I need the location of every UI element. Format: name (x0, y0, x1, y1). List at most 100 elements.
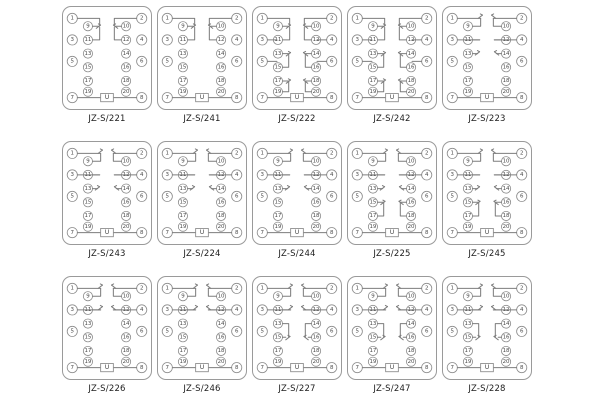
svg-text:1: 1 (451, 151, 454, 157)
svg-text:15: 15 (84, 64, 91, 70)
svg-text:14: 14 (218, 51, 225, 57)
svg-text:2: 2 (235, 286, 238, 292)
svg-text:U: U (390, 230, 394, 236)
terminal-17: 17 (177, 75, 188, 86)
relay-socket-panel: 1 2 3 4 5 6 7 8 9 10 11 12 13 14 15 16 17 18 19 20 U (347, 6, 437, 110)
terminal-14: 14 (121, 48, 132, 59)
terminal-1: 1 (256, 147, 268, 159)
svg-text:18: 18 (123, 78, 130, 84)
terminal-16: 16 (406, 332, 417, 343)
terminal-13: 13 (272, 48, 283, 59)
terminal-10: 10 (311, 21, 322, 32)
relay-socket-panel: 1 2 3 4 5 6 7 8 9 10 11 12 13 14 15 16 17 18 19 20 U (252, 6, 342, 110)
terminal-14: 14 (216, 183, 227, 194)
terminal-5: 5 (66, 325, 78, 337)
terminal-19: 19 (462, 356, 473, 367)
svg-text:20: 20 (408, 224, 415, 230)
terminal-3: 3 (66, 34, 78, 46)
svg-text:15: 15 (369, 334, 376, 340)
terminal-20: 20 (406, 86, 417, 97)
svg-text:2: 2 (140, 151, 143, 157)
svg-text:7: 7 (356, 365, 360, 371)
terminal-15: 15 (272, 62, 283, 73)
svg-text:7: 7 (451, 95, 455, 101)
svg-text:8: 8 (140, 365, 144, 371)
terminal-10: 10 (121, 291, 132, 302)
terminal-4: 4 (136, 169, 148, 181)
svg-text:17: 17 (369, 78, 376, 84)
terminal-10: 10 (311, 291, 322, 302)
svg-text:12: 12 (313, 37, 320, 43)
terminal-4: 4 (326, 34, 338, 46)
svg-text:8: 8 (425, 95, 429, 101)
svg-text:5: 5 (166, 194, 169, 200)
relay-socket-panel: 1 2 3 4 5 6 7 8 9 10 11 12 13 14 15 16 17 18 19 20 U (347, 141, 437, 245)
svg-text:10: 10 (123, 293, 130, 299)
svg-text:19: 19 (369, 89, 376, 95)
terminal-2: 2 (516, 282, 528, 294)
terminal-6: 6 (326, 190, 338, 202)
terminal-5: 5 (161, 190, 173, 202)
svg-text:3: 3 (451, 307, 455, 313)
svg-text:3: 3 (166, 37, 170, 43)
svg-text:7: 7 (71, 365, 75, 371)
terminal-9: 9 (367, 291, 378, 302)
terminal-4: 4 (516, 34, 528, 46)
terminal-1: 1 (446, 282, 458, 294)
terminal-9: 9 (462, 156, 473, 167)
svg-text:20: 20 (218, 89, 225, 95)
svg-text:13: 13 (464, 321, 471, 327)
svg-text:16: 16 (313, 64, 320, 70)
svg-text:1: 1 (71, 16, 74, 22)
relay-diagram-cell: 1 2 3 4 5 6 7 8 9 10 11 12 13 14 15 16 17 18 19 20 U JZ-S/226 (60, 276, 154, 406)
terminal-13: 13 (177, 318, 188, 329)
terminal-15: 15 (177, 62, 188, 73)
svg-text:10: 10 (313, 293, 320, 299)
svg-text:5: 5 (451, 59, 454, 65)
terminal-4: 4 (421, 34, 433, 46)
terminal-19: 19 (272, 221, 283, 232)
svg-text:7: 7 (451, 230, 455, 236)
svg-text:U: U (390, 365, 394, 371)
svg-text:4: 4 (330, 307, 334, 313)
svg-text:2: 2 (520, 16, 523, 22)
svg-text:18: 18 (408, 78, 415, 84)
svg-text:14: 14 (123, 51, 130, 57)
coil-box: U (480, 228, 494, 238)
svg-text:3: 3 (261, 307, 265, 313)
terminal-20: 20 (311, 221, 322, 232)
terminal-14: 14 (311, 183, 322, 194)
terminal-7: 7 (66, 92, 78, 104)
relay-socket-panel: 1 2 3 4 5 6 7 8 9 10 11 12 13 14 15 16 17 18 19 20 U (442, 141, 532, 245)
svg-text:13: 13 (274, 51, 281, 57)
terminal-6: 6 (421, 325, 433, 337)
diagram-label: JZ-S/242 (373, 114, 411, 124)
terminal-17: 17 (177, 345, 188, 356)
coil-box: U (290, 228, 304, 238)
terminal-2: 2 (136, 282, 148, 294)
terminal-13: 13 (462, 183, 473, 194)
terminal-7: 7 (161, 362, 173, 374)
svg-text:20: 20 (313, 224, 320, 230)
svg-text:U: U (295, 95, 299, 101)
relay-diagram-cell: 1 2 3 4 5 6 7 8 9 10 11 12 13 14 15 16 17 18 19 20 U JZ-S/228 (440, 276, 534, 406)
svg-text:20: 20 (503, 224, 510, 230)
diagram-label: JZ-S/223 (468, 114, 506, 124)
terminal-2: 2 (136, 147, 148, 159)
svg-text:7: 7 (166, 365, 170, 371)
svg-text:13: 13 (274, 321, 281, 327)
terminal-9: 9 (272, 156, 283, 167)
terminal-6: 6 (231, 55, 243, 67)
terminal-2: 2 (516, 147, 528, 159)
terminal-19: 19 (82, 221, 93, 232)
terminal-14: 14 (311, 48, 322, 59)
svg-text:4: 4 (520, 37, 524, 43)
svg-text:2: 2 (330, 151, 333, 157)
svg-text:16: 16 (503, 64, 510, 70)
terminal-19: 19 (367, 221, 378, 232)
svg-text:5: 5 (451, 329, 454, 335)
svg-text:3: 3 (71, 37, 75, 43)
terminal-16: 16 (406, 62, 417, 73)
terminal-7: 7 (161, 92, 173, 104)
svg-text:13: 13 (274, 186, 281, 192)
